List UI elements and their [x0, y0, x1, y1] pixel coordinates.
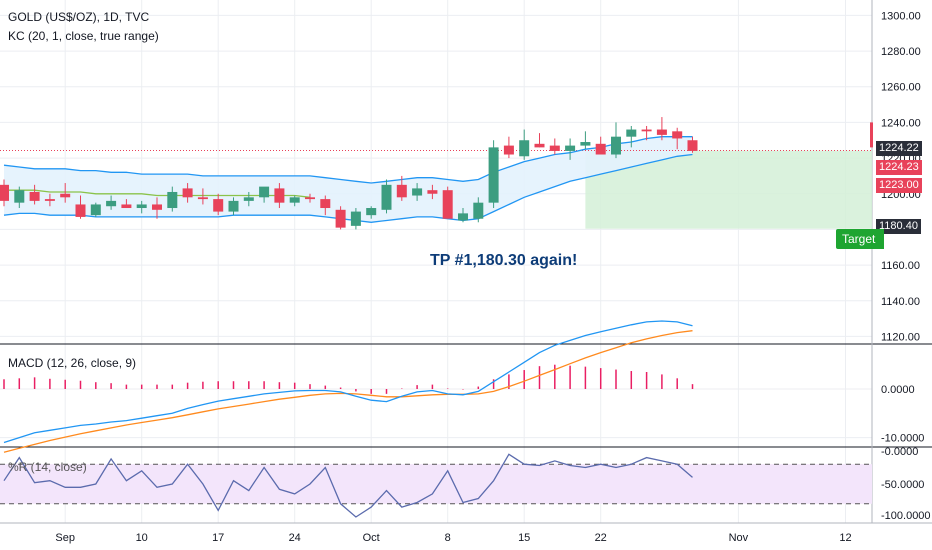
- candle-body: [458, 213, 468, 221]
- time-axis-label: 12: [839, 532, 851, 544]
- candle-body: [274, 188, 285, 203]
- time-axis-label: Nov: [729, 532, 749, 544]
- candle-body: [396, 184, 407, 198]
- kc-indicator-label: KC (20, 1, close, true range): [8, 29, 159, 43]
- wr-band: [0, 464, 872, 504]
- wr-axis-label: -50.0000: [881, 479, 924, 491]
- time-axis-label: Sep: [55, 532, 75, 544]
- candle-body: [534, 143, 545, 148]
- keltner-lower-line: [3, 153, 693, 223]
- last-price-tag: 1224.22: [876, 141, 922, 156]
- wr-axis-label: -100.0000: [881, 510, 931, 522]
- time-axis-label: 10: [136, 532, 148, 544]
- candle-body: [44, 199, 55, 201]
- candle-body: [167, 191, 178, 209]
- chart-title: GOLD (US$/OZ), 1D, TVC: [8, 10, 150, 24]
- candle-body: [412, 188, 423, 196]
- candle-body: [366, 208, 377, 216]
- candle-body: [29, 191, 40, 201]
- price-axis-label: 1240.00: [881, 117, 921, 129]
- candle-body: [687, 140, 698, 151]
- candle-body: [503, 145, 514, 155]
- candle-body: [656, 129, 667, 135]
- keltner-upper-line: [3, 136, 693, 184]
- macd-line: [3, 320, 693, 444]
- candle-body: [213, 199, 224, 212]
- candle-body: [152, 204, 162, 210]
- price-axis-label: 1300.00: [881, 10, 921, 22]
- candle-body: [381, 184, 392, 210]
- candle-body: [427, 190, 438, 194]
- time-axis-label: 17: [212, 532, 224, 544]
- time-axis-label: 15: [518, 532, 530, 544]
- candle-body: [228, 200, 239, 212]
- candle-body: [182, 188, 193, 198]
- candle-body: [350, 211, 361, 226]
- price-axis-label: 1140.00: [881, 296, 920, 308]
- candle-body: [14, 190, 25, 203]
- candle-body: [549, 145, 560, 151]
- candle-body: [75, 204, 86, 217]
- upper-price-tag: 1224.23: [876, 160, 922, 175]
- keltner-middle-line: [4, 189, 311, 198]
- wr-line: [3, 453, 693, 518]
- price-axis-label: 1120.00: [881, 331, 920, 343]
- candle-body: [565, 145, 576, 151]
- candle-body: [106, 200, 117, 207]
- candle-body: [121, 204, 132, 209]
- candle-body: [611, 136, 621, 155]
- candle-body: [870, 122, 873, 148]
- candle-body: [473, 202, 484, 219]
- candle-body: [197, 197, 208, 200]
- macd-signal-line: [3, 330, 693, 453]
- candle-body: [335, 209, 346, 228]
- candle-body: [442, 190, 453, 219]
- candle-body: [259, 186, 270, 198]
- candle-body: [488, 147, 499, 203]
- price-axis-label: 1260.00: [881, 82, 921, 94]
- candle-body: [519, 140, 530, 157]
- candle-body: [243, 197, 254, 201]
- candle-body: [0, 184, 9, 201]
- time-axis-label: 22: [595, 532, 607, 544]
- time-axis-label: 24: [289, 532, 301, 544]
- candle-body: [136, 204, 147, 209]
- target-label: Target: [836, 229, 884, 249]
- price-axis-label: 1280.00: [881, 46, 921, 58]
- candle-body: [305, 197, 315, 200]
- macd-axis-label: -10.0000: [881, 433, 924, 445]
- macd-axis-label: 0.0000: [881, 384, 915, 396]
- time-axis-label: 8: [445, 532, 451, 544]
- candle-body: [320, 199, 331, 209]
- wr-axis-label: -0.0000: [881, 446, 918, 458]
- candle-body: [641, 129, 652, 132]
- macd-pane-title: MACD (12, 26, close, 9): [8, 356, 137, 370]
- target-price-tag: 1180.40: [876, 219, 921, 234]
- lower-price-tag: 1223.00: [876, 178, 922, 193]
- price-axis-label: 1160.00: [881, 260, 920, 272]
- candle-body: [60, 193, 71, 198]
- annotation-text: TP #1,180.30 again!: [430, 252, 578, 269]
- wr-pane-title: %R (14, close): [8, 460, 87, 474]
- candle-body: [289, 197, 300, 203]
- time-axis-label: Oct: [363, 532, 380, 544]
- candle-body: [626, 129, 637, 137]
- candle-body: [595, 143, 606, 155]
- candle-body: [90, 204, 101, 216]
- candle-body: [580, 142, 591, 146]
- candle-body: [672, 131, 683, 139]
